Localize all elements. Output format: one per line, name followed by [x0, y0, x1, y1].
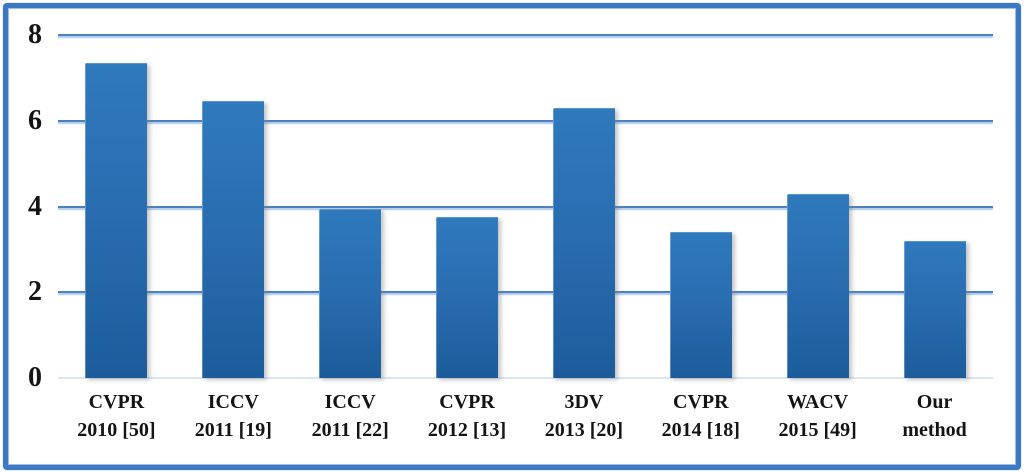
x-axis-category-label-4: 3DV 2013 [20]	[526, 388, 643, 444]
category-line2: 2011 [22]	[311, 419, 389, 441]
bar-wacv-6	[786, 193, 849, 378]
category-line2: 2015 [49]	[778, 419, 857, 441]
bar-slot-1	[175, 35, 292, 378]
y-axis: 0 2 4 6 8	[0, 21, 52, 392]
x-axis-category-label-5: CVPR 2014 [18]	[642, 388, 759, 444]
category-line2: 2012 [13]	[427, 419, 507, 441]
category-line2: 2011 [19]	[194, 419, 272, 441]
bar-cvpr-3	[436, 217, 499, 378]
category-line2: 2010 [50]	[77, 419, 156, 441]
bar-cvpr-0	[85, 62, 148, 378]
x-axis-category-label-2: ICCV 2011 [22]	[292, 388, 409, 444]
y-axis-tick-label-4: 4	[28, 190, 42, 222]
gridline-y-2	[58, 291, 993, 294]
category-line1: ICCV	[324, 391, 376, 413]
bar-series	[58, 35, 993, 378]
x-axis-category-label-6: WACV 2015 [49]	[759, 388, 876, 444]
bar-slot-7	[876, 35, 993, 378]
category-line2: 2013 [20]	[544, 419, 624, 441]
x-axis-category-labels: CVPR 2010 [50] ICCV 2011 [19] ICCV 2011 [22] C…	[58, 388, 993, 444]
category-line1: CVPR	[439, 391, 495, 413]
bar-slot-0	[58, 35, 175, 378]
x-axis-category-label-1: ICCV 2011 [19]	[175, 388, 292, 444]
category-line1: 3DV	[564, 391, 604, 413]
category-line1: ICCV	[207, 391, 259, 413]
gridline-y-0	[58, 377, 993, 379]
bar-slot-4	[526, 35, 643, 378]
category-line2: 2014 [18]	[661, 419, 740, 441]
y-axis-tick-label-2: 2	[28, 276, 42, 308]
gridline-y-8	[58, 34, 993, 36]
category-line1: CVPR	[88, 391, 145, 413]
bar-slot-2	[292, 35, 409, 378]
bar-slot-6	[759, 35, 876, 378]
category-line2: method	[902, 419, 967, 441]
bar-3dv-4	[552, 107, 615, 378]
category-line1: Our	[916, 391, 953, 413]
gridline-y-6	[58, 119, 993, 122]
category-line1: CVPR	[673, 391, 729, 413]
bar-our-7	[903, 240, 966, 378]
gridline-y-4	[58, 205, 993, 208]
y-axis-tick-label-0: 0	[28, 362, 42, 393]
y-axis-tick-label-6: 6	[28, 104, 42, 136]
bar-cvpr-5	[669, 232, 732, 378]
bar-slot-5	[642, 35, 759, 378]
category-line1: WACV	[787, 391, 849, 413]
bar-iccv-1	[202, 101, 265, 378]
x-axis-category-label-3: CVPR 2012 [13]	[409, 388, 526, 444]
x-axis-category-label-7: Our method	[876, 388, 993, 444]
bar-slot-3	[409, 35, 526, 378]
bar-iccv-2	[319, 208, 382, 378]
y-axis-tick-label-8: 8	[28, 19, 42, 50]
x-axis-category-label-0: CVPR 2010 [50]	[58, 388, 175, 444]
plot-area	[58, 34, 993, 379]
